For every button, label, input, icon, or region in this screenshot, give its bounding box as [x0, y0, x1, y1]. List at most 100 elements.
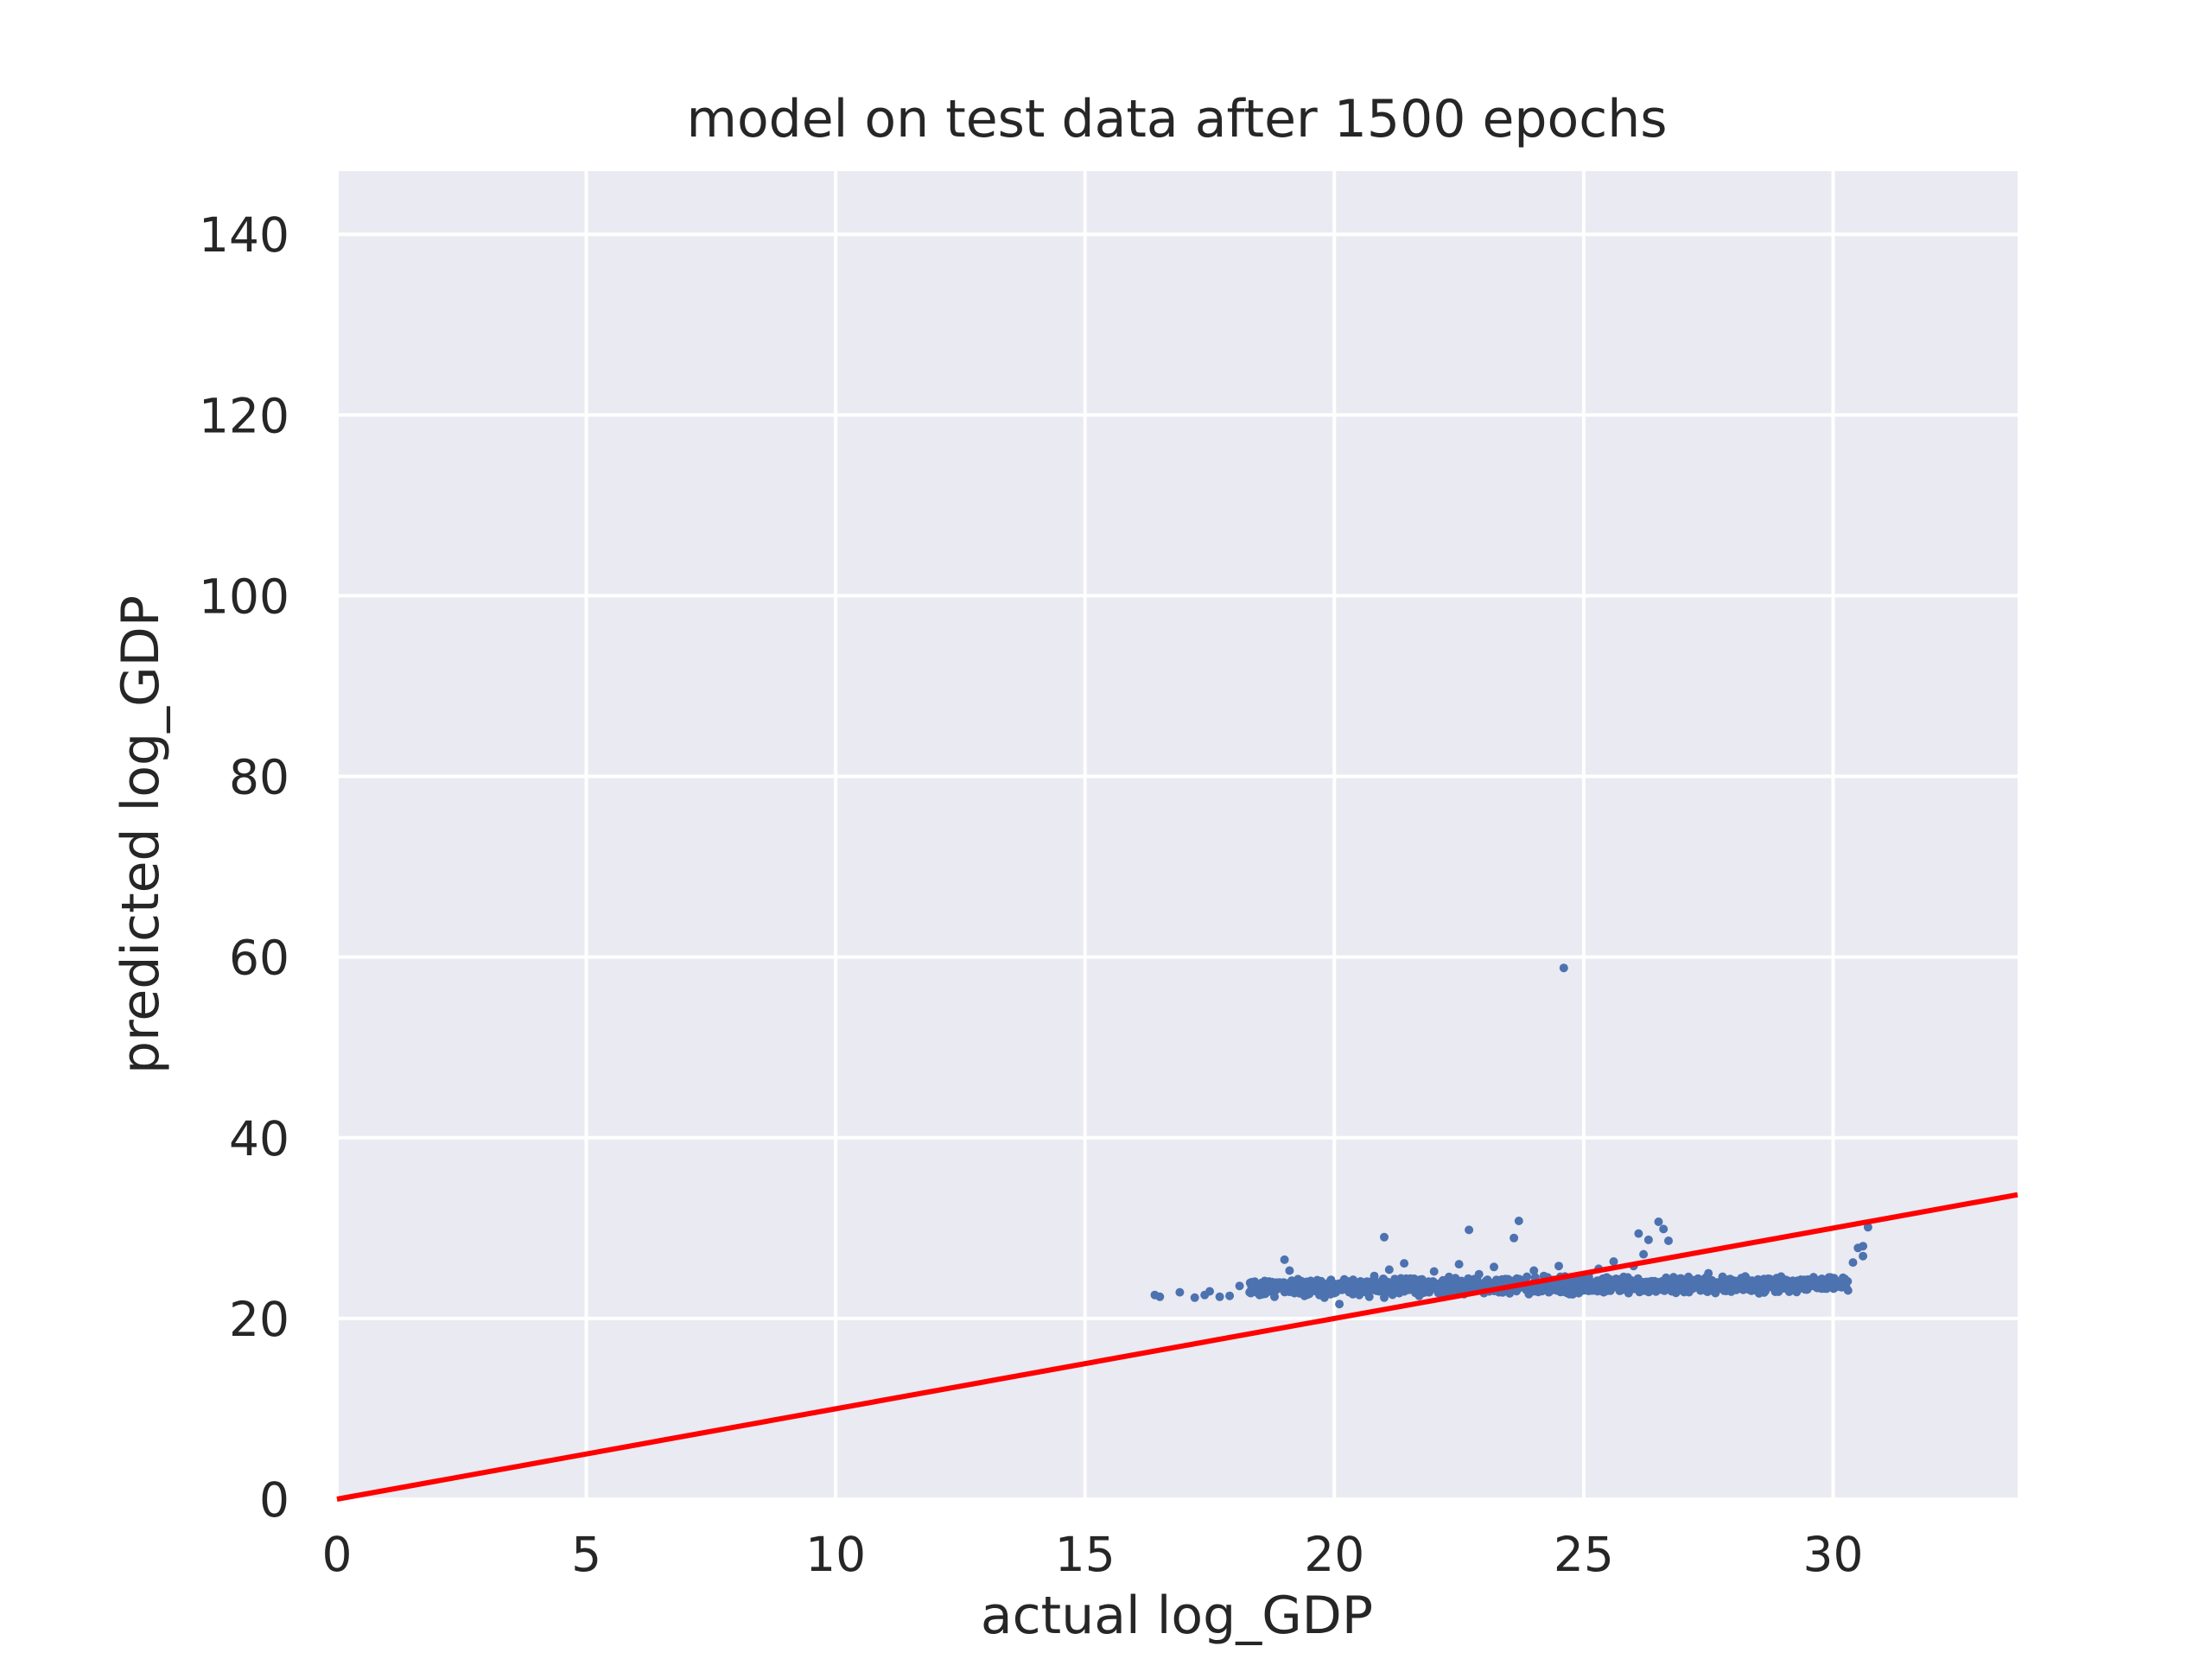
y-tick-label: 120 — [199, 388, 289, 443]
data-point — [1499, 1274, 1509, 1284]
data-point — [1702, 1280, 1712, 1289]
data-point — [1604, 1276, 1613, 1285]
data-point — [1364, 1292, 1374, 1301]
data-point — [1599, 1287, 1608, 1297]
plot-area — [337, 171, 2018, 1499]
data-point — [1454, 1260, 1464, 1269]
data-point — [1249, 1279, 1258, 1288]
data-point — [1325, 1277, 1335, 1287]
data-point — [1839, 1273, 1847, 1282]
data-point — [1420, 1279, 1429, 1288]
data-point — [1859, 1242, 1868, 1251]
data-point — [1684, 1272, 1694, 1281]
y-tick-label: 60 — [229, 931, 289, 986]
data-point — [1803, 1274, 1813, 1284]
data-point — [1669, 1277, 1678, 1286]
data-point — [1429, 1267, 1439, 1276]
data-point — [1285, 1266, 1294, 1275]
data-point — [1413, 1281, 1422, 1291]
y-tick-label: 100 — [199, 569, 289, 624]
data-point — [1754, 1288, 1764, 1298]
data-point — [1319, 1293, 1329, 1302]
x-axis-label: actual log_GDP — [981, 1586, 1373, 1646]
data-point — [1460, 1280, 1470, 1288]
data-point — [1544, 1287, 1554, 1297]
data-point — [1619, 1272, 1629, 1281]
data-point — [1529, 1266, 1539, 1275]
data-point — [1370, 1271, 1379, 1281]
data-point — [1534, 1283, 1543, 1293]
data-point — [1823, 1277, 1833, 1286]
data-point — [1474, 1269, 1484, 1279]
data-point — [1863, 1223, 1872, 1232]
x-tick-label: 25 — [1554, 1527, 1614, 1582]
data-point — [1268, 1279, 1278, 1288]
data-point — [1280, 1255, 1289, 1264]
data-point — [1514, 1217, 1523, 1225]
data-point — [1375, 1287, 1384, 1296]
data-point — [1674, 1284, 1683, 1294]
data-point — [1235, 1281, 1244, 1291]
data-point — [1843, 1286, 1853, 1295]
data-point — [1794, 1285, 1803, 1294]
data-point — [1294, 1283, 1304, 1293]
data-point — [1305, 1287, 1314, 1296]
chart-title: model on test data after 1500 epochs — [687, 89, 1668, 149]
data-point — [1330, 1288, 1339, 1298]
data-point — [1722, 1286, 1732, 1295]
x-tick-labels: 0 5 10 15 20 25 30 — [322, 1527, 1864, 1582]
data-point — [1310, 1281, 1319, 1290]
data-point — [1624, 1288, 1633, 1298]
data-point — [1425, 1287, 1433, 1297]
y-tick-label: 140 — [199, 207, 289, 263]
data-point — [1257, 1278, 1266, 1287]
y-tick-label: 40 — [229, 1111, 289, 1166]
data-point — [1589, 1286, 1599, 1295]
x-tick-label: 20 — [1304, 1527, 1364, 1582]
data-point — [1814, 1281, 1823, 1291]
data-point — [1379, 1274, 1389, 1284]
data-point — [1465, 1225, 1474, 1235]
data-point — [1639, 1249, 1649, 1259]
data-point — [1654, 1217, 1663, 1226]
data-point — [1559, 963, 1568, 973]
data-point — [1445, 1272, 1453, 1281]
reference-line — [336, 1192, 2018, 1502]
x-tick-label: 0 — [322, 1527, 353, 1582]
data-point — [1395, 1288, 1404, 1298]
data-point — [1434, 1283, 1444, 1293]
data-point — [1359, 1284, 1369, 1294]
data-point — [1290, 1288, 1300, 1298]
data-point — [1404, 1285, 1414, 1294]
data-point — [1270, 1292, 1279, 1301]
data-point — [1175, 1287, 1185, 1297]
data-point — [1449, 1286, 1459, 1295]
data-point — [1744, 1277, 1753, 1286]
data-point — [1155, 1292, 1165, 1301]
data-point — [1389, 1281, 1399, 1291]
y-tick-label: 80 — [229, 750, 289, 805]
data-point — [1664, 1236, 1673, 1245]
data-point — [1637, 1282, 1647, 1292]
data-point — [1524, 1289, 1534, 1299]
data-point — [1828, 1283, 1838, 1293]
data-point — [1774, 1282, 1783, 1292]
data-point — [1274, 1279, 1284, 1288]
data-point — [1339, 1282, 1349, 1292]
data-point — [1245, 1287, 1255, 1297]
data-point — [1764, 1274, 1773, 1283]
data-point — [1630, 1278, 1640, 1287]
data-point — [1859, 1251, 1868, 1261]
data-point — [1704, 1268, 1713, 1278]
data-point — [1753, 1281, 1763, 1291]
data-point — [1614, 1283, 1624, 1293]
data-point — [1733, 1283, 1743, 1293]
data-point — [1414, 1291, 1424, 1300]
data-point — [1344, 1287, 1354, 1297]
grid-lines — [335, 171, 2018, 1501]
data-point — [1622, 1281, 1631, 1291]
data-point — [1579, 1281, 1588, 1291]
data-point — [1634, 1229, 1643, 1238]
data-point — [1510, 1233, 1519, 1243]
y-tick-label: 0 — [259, 1472, 289, 1528]
